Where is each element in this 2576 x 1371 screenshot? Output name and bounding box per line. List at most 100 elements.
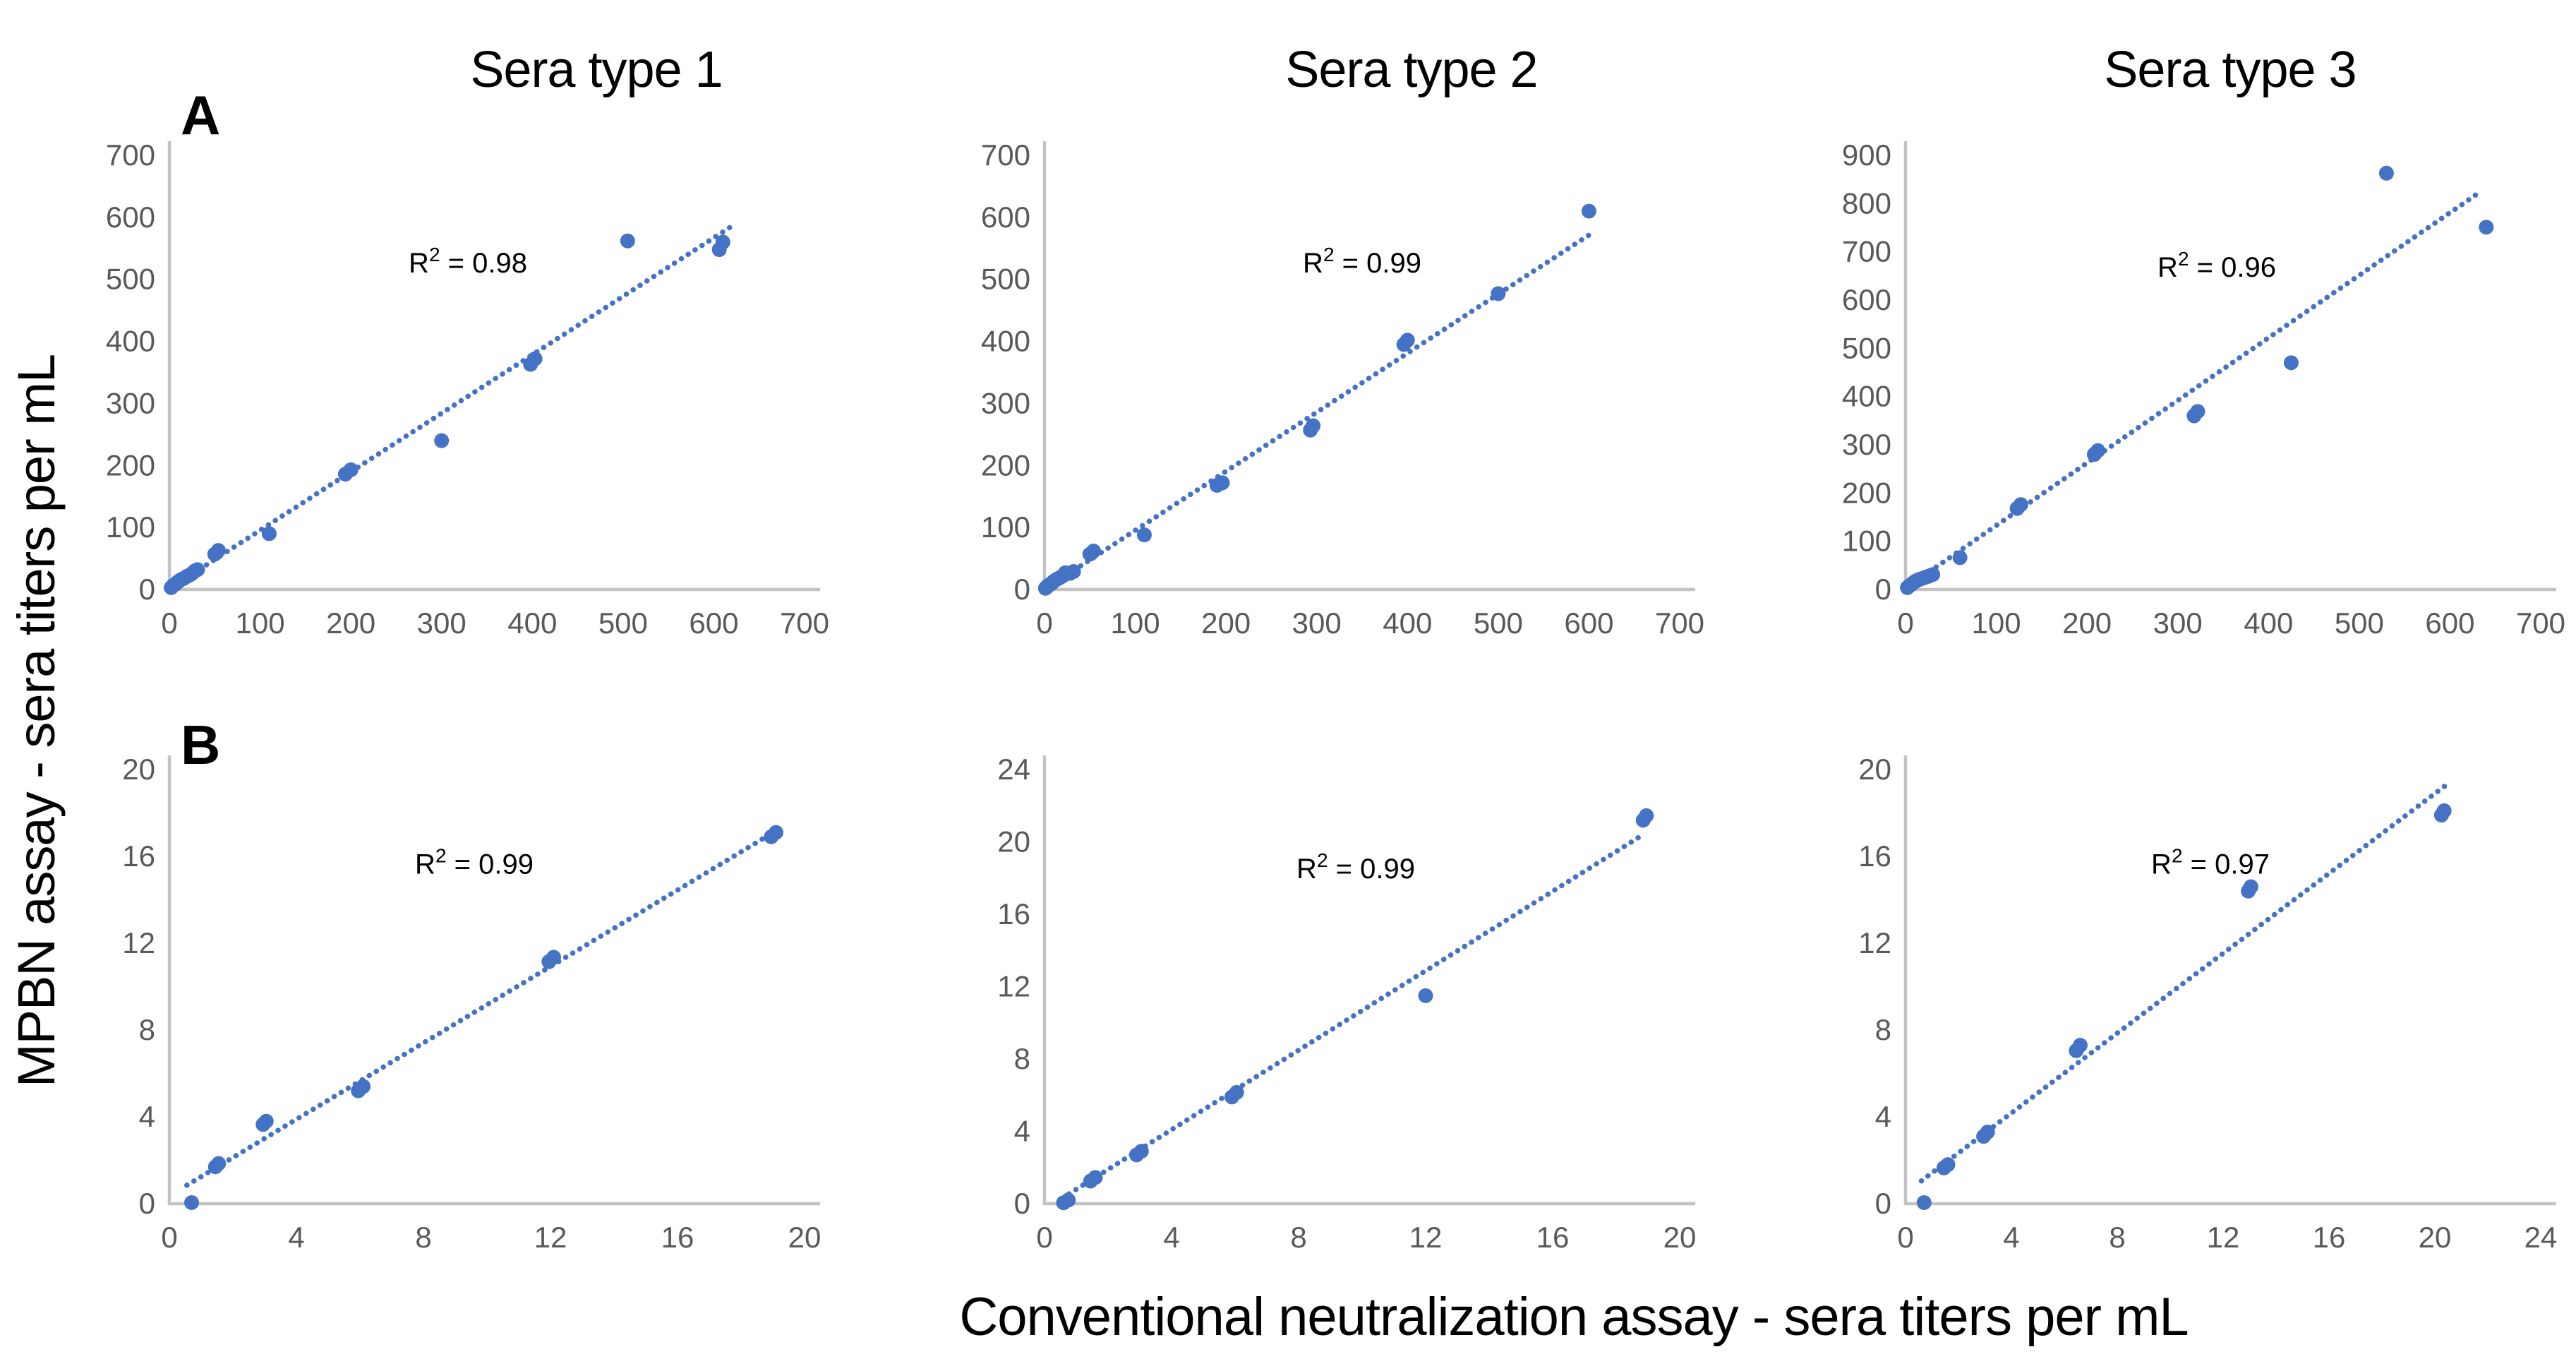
x-tick-label: 12 (1409, 1221, 1443, 1254)
y-tick-label: 8 (139, 1013, 155, 1046)
trendline (1906, 191, 2480, 589)
chart-title-sera-type-3: Sera type 3 (2104, 42, 2357, 98)
y-tick-label: 0 (1875, 573, 1891, 606)
panel-label-b: B (181, 714, 221, 776)
panel-label-a: A (181, 84, 221, 146)
r-squared-base: R (1303, 248, 1323, 279)
x-tick-label: 0 (161, 1221, 177, 1254)
x-tick-label: 300 (2153, 606, 2203, 640)
data-point (2073, 1038, 2088, 1053)
x-tick-label: 100 (1111, 606, 1160, 640)
x-axis-label: Conventional neutralization assay - sera… (959, 1287, 2189, 1347)
y-tick-label: 600 (981, 200, 1030, 234)
trendline (184, 824, 786, 1188)
r-squared-base: R (415, 849, 435, 880)
y-tick-label: 0 (1014, 573, 1030, 606)
y-tick-label: 12 (997, 970, 1030, 1003)
data-point (620, 233, 635, 249)
data-point (184, 1195, 199, 1210)
y-tick-label: 700 (1842, 235, 1891, 268)
chart-b-sera-type-1: 0 4 8 12 16 20 0 4 8 12 16 20 R2 = 0.99 (64, 720, 875, 1285)
x-tick-label: 400 (1383, 606, 1432, 640)
x-tick-label: 200 (326, 606, 375, 640)
y-tick-label: 100 (1842, 525, 1891, 558)
y-tick-label: 4 (1014, 1115, 1030, 1148)
y-tick-label: 4 (139, 1100, 155, 1133)
y-tick-label: 400 (981, 325, 1030, 358)
y-tick-label: 800 (1842, 186, 1891, 220)
chart-b-sera-type-2: 0 4 8 12 16 20 24 0 4 8 12 16 20 R2 = 0.99 (939, 720, 1750, 1285)
chart-title-sera-type-2: Sera type 2 (1285, 42, 1538, 98)
x-tick-label: 8 (415, 1221, 431, 1254)
data-point (434, 433, 450, 448)
y-tick-label: 500 (981, 263, 1030, 296)
x-tick-label: 24 (2524, 1221, 2558, 1254)
r-squared-label: R2 = 0.97 (2151, 845, 2270, 880)
x-tick-label: 0 (1036, 606, 1052, 640)
chart-title-sera-type-1: Sera type 1 (470, 42, 723, 98)
r-squared-value: = 0.96 (2189, 252, 2276, 283)
chart-a-sera-type-2: 0 100 200 300 400 500 600 700 0 100 200 300 400 500 60… (939, 106, 1750, 671)
trendline (1043, 228, 1599, 591)
r-squared-exponent: 2 (2172, 845, 2183, 867)
x-tick-label: 600 (1564, 606, 1613, 640)
y-tick-label: 0 (139, 1187, 155, 1220)
data-point (2283, 355, 2299, 371)
chart-a-sera-type-3: 0 100 200 300 400 500 600 700 800 900 0 100 200 300 40… (1800, 106, 2576, 671)
y-tick-label: 12 (1858, 926, 1891, 959)
y-tick-label: 0 (1014, 1187, 1030, 1220)
x-tick-label: 700 (2516, 606, 2565, 640)
scatter-chart-svg: 0 100 200 300 400 500 600 700 0 100 200 300 400 500 60… (981, 138, 1704, 640)
r-squared-base: R (1296, 854, 1317, 885)
x-tick-label: 100 (1972, 606, 2021, 640)
trendline (169, 224, 733, 590)
x-tick-label: 0 (1036, 1221, 1052, 1254)
data-point (1400, 333, 1415, 348)
data-point (356, 1079, 371, 1094)
r-squared-value: = 0.99 (447, 849, 534, 880)
data-point (2243, 879, 2258, 894)
y-tick-label: 300 (981, 386, 1030, 419)
y-tick-label: 100 (981, 510, 1030, 544)
y-tick-label: 24 (997, 753, 1030, 786)
data-point (261, 526, 277, 541)
x-tick-label: 8 (2109, 1221, 2125, 1254)
r-squared-label: R2 = 0.96 (2157, 248, 2276, 283)
r-squared-base: R (2157, 252, 2178, 283)
y-tick-label: 600 (1842, 283, 1891, 316)
trendline (1918, 781, 2451, 1184)
x-tick-label: 200 (1201, 606, 1251, 640)
r-squared-label: R2 = 0.99 (1296, 849, 1415, 885)
x-tick-label: 4 (2003, 1221, 2019, 1254)
data-point (1085, 544, 1101, 559)
scatter-chart-svg: 0 4 8 12 16 20 24 0 4 8 12 16 20 R2 = 0.99 (997, 753, 1696, 1254)
scatter-chart-svg: 0 100 200 300 400 500 600 700 800 900 0 100 200 300 40… (1842, 138, 2565, 640)
y-axis-label: MPBN assay - sera titers per mL (7, 354, 66, 1088)
trendline (1059, 832, 1646, 1202)
x-tick-label: 20 (2419, 1221, 2452, 1254)
x-tick-label: 500 (2335, 606, 2384, 640)
x-tick-label: 16 (1536, 1221, 1570, 1254)
x-tick-label: 20 (788, 1221, 821, 1254)
data-point (1229, 1084, 1244, 1100)
x-tick-label: 300 (417, 606, 467, 640)
x-tick-label: 12 (2207, 1221, 2240, 1254)
y-tick-label: 700 (981, 138, 1030, 172)
y-tick-label: 16 (997, 897, 1030, 930)
y-tick-label: 300 (106, 386, 155, 419)
r-squared-exponent: 2 (429, 244, 440, 265)
x-tick-label: 500 (598, 606, 648, 640)
x-tick-label: 16 (2313, 1221, 2346, 1254)
data-point (1136, 527, 1152, 543)
data-point (1925, 567, 1941, 582)
y-tick-label: 4 (1875, 1100, 1891, 1133)
y-tick-label: 400 (106, 325, 155, 358)
x-tick-label: 0 (1897, 1221, 1913, 1254)
y-tick-label: 300 (1842, 428, 1891, 461)
y-tick-label: 20 (122, 753, 155, 786)
r-squared-value: = 0.99 (1335, 248, 1421, 279)
data-point (2479, 220, 2494, 235)
scatter-chart-svg: 0 100 200 300 400 500 600 700 0 100 200 300 400 500 60… (106, 138, 829, 640)
data-point (258, 1113, 274, 1129)
y-tick-label: 20 (1858, 753, 1891, 786)
